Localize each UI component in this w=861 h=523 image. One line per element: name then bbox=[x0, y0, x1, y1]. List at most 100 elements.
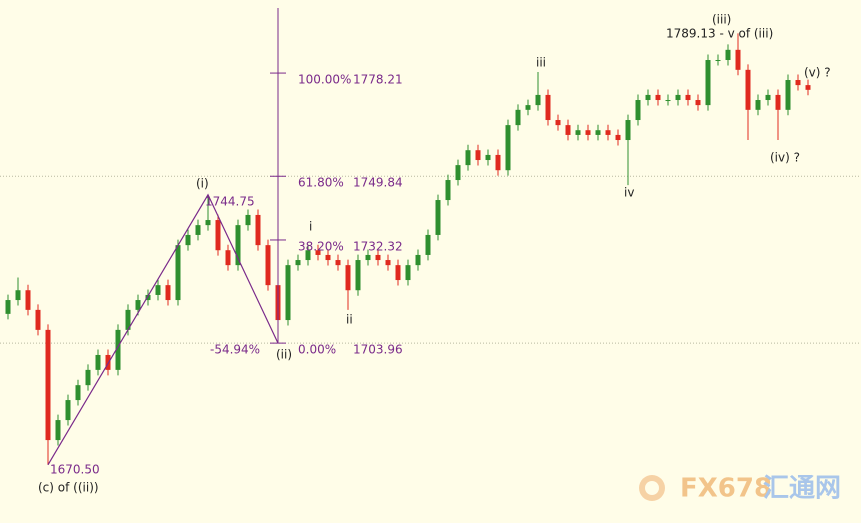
wave-label: i bbox=[309, 220, 312, 234]
candle-body bbox=[735, 49, 741, 70]
wave-label: 1670.50 bbox=[50, 463, 100, 477]
candle-body bbox=[15, 290, 21, 301]
candle-body bbox=[205, 220, 211, 226]
candle-body bbox=[685, 94, 691, 101]
candle-body bbox=[675, 94, 681, 101]
fib-percent: 0.00% bbox=[298, 343, 336, 357]
wave-label: ii bbox=[346, 313, 353, 327]
candle-body bbox=[375, 254, 381, 261]
candle-body bbox=[125, 309, 131, 330]
candle-body bbox=[395, 265, 401, 281]
candle-body bbox=[185, 234, 191, 246]
candle-body bbox=[495, 154, 501, 171]
candle-body bbox=[385, 260, 391, 266]
wave-label: (iv) ? bbox=[770, 151, 800, 165]
candle-body bbox=[305, 250, 311, 261]
candle-body bbox=[525, 105, 531, 110]
candle-body bbox=[225, 250, 231, 266]
candle-body bbox=[335, 260, 341, 266]
candle-body bbox=[45, 329, 51, 441]
fib-price: 1749.84 bbox=[353, 176, 403, 190]
candle-body bbox=[25, 290, 31, 310]
candle-body bbox=[95, 354, 101, 370]
wave-label: (v) ? bbox=[804, 66, 831, 80]
candle-body bbox=[235, 225, 241, 266]
candle-body bbox=[255, 214, 261, 246]
wave-label: (i) bbox=[196, 177, 209, 191]
candle-body bbox=[725, 49, 731, 61]
candle-body bbox=[65, 400, 71, 421]
fib-percent: 38.20% bbox=[298, 239, 344, 253]
candle-body bbox=[295, 260, 301, 266]
candle-body bbox=[455, 165, 461, 181]
candle-body bbox=[35, 309, 41, 330]
candle-body bbox=[785, 80, 791, 110]
wave-line bbox=[47, 193, 279, 466]
fib-price: 1703.96 bbox=[353, 343, 403, 357]
candle-body bbox=[695, 100, 701, 106]
candle-body bbox=[615, 134, 621, 141]
candle-body bbox=[745, 69, 751, 110]
candle-body bbox=[245, 214, 251, 226]
candle-body bbox=[85, 369, 91, 386]
candle-body bbox=[645, 94, 651, 101]
wave-label: (c) of ((ii)) bbox=[38, 481, 99, 495]
candle-body bbox=[535, 94, 541, 106]
wave-label: iv bbox=[624, 186, 634, 200]
candle-body bbox=[505, 125, 511, 171]
candle-body bbox=[595, 130, 601, 135]
candle-body bbox=[345, 265, 351, 291]
fib-price: 1778.21 bbox=[353, 73, 403, 87]
candle-body bbox=[555, 120, 561, 126]
candle-body bbox=[415, 254, 421, 266]
watermark-text: FX678 bbox=[680, 474, 772, 504]
wave-label: (iii) bbox=[712, 13, 731, 27]
fib-percent: 100.00% bbox=[298, 73, 351, 87]
candle-body bbox=[425, 234, 431, 255]
candle-body bbox=[435, 200, 441, 235]
fib-extension-label: -54.94% bbox=[210, 343, 260, 357]
candle-body bbox=[75, 385, 81, 401]
candle-body bbox=[805, 85, 811, 90]
candle-body bbox=[545, 94, 551, 121]
candle-body bbox=[635, 100, 641, 121]
candle-body bbox=[315, 250, 321, 255]
candle-body bbox=[485, 154, 491, 161]
watermark-text: 汇通网 bbox=[763, 474, 841, 504]
candle-body bbox=[175, 245, 181, 301]
candle-body bbox=[5, 300, 11, 314]
candle-body bbox=[215, 220, 221, 251]
wave-label: (ii) bbox=[276, 348, 292, 362]
candle-body bbox=[265, 245, 271, 286]
fib-percent: 61.80% bbox=[298, 176, 344, 190]
candle-body bbox=[445, 180, 451, 201]
candle-body bbox=[365, 254, 371, 261]
candle-body bbox=[145, 294, 151, 301]
wave-label: iii bbox=[536, 56, 546, 70]
candle-body bbox=[755, 100, 761, 110]
candle-body bbox=[585, 130, 591, 135]
watermark-logo bbox=[639, 475, 665, 501]
fib-price: 1732.32 bbox=[353, 239, 403, 253]
candle-body bbox=[475, 150, 481, 161]
candle-body bbox=[155, 285, 161, 295]
candle-body bbox=[325, 254, 331, 261]
candle-body bbox=[195, 225, 201, 235]
candle-body bbox=[605, 130, 611, 135]
candle-body bbox=[465, 150, 471, 166]
candle-body bbox=[795, 80, 801, 86]
candle-body bbox=[765, 94, 771, 101]
candle-body bbox=[575, 130, 581, 135]
candle-body bbox=[515, 109, 521, 126]
candle-body bbox=[665, 100, 671, 102]
candle-body bbox=[55, 420, 61, 441]
candle-body bbox=[405, 265, 411, 281]
grid bbox=[0, 175, 861, 344]
candle-body bbox=[115, 329, 121, 370]
candle-body bbox=[775, 94, 781, 110]
wave-label: 1744.75 bbox=[205, 195, 255, 209]
candle-body bbox=[285, 265, 291, 321]
candle-body bbox=[715, 60, 721, 62]
